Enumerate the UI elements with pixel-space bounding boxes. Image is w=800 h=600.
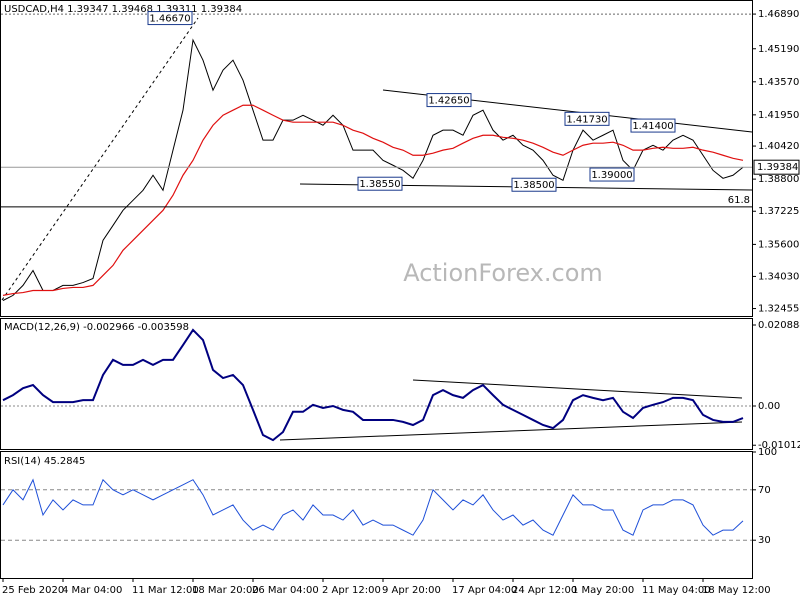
x-tick-label: 4 Mar 04:00 [62,585,122,596]
y-tick-label: 1.35600 [758,239,799,250]
x-tick-label: 18 May 12:00 [702,585,771,596]
y-tick-label: 30 [758,535,771,546]
fib-label: 61.8 [728,195,750,206]
x-tick-label: 11 May 04:00 [642,585,711,596]
x-tick-label: 2 Apr 12:00 [322,585,381,596]
trendline [279,421,743,441]
last-price-label: 1.39384 [757,162,798,173]
annotation-box [511,177,557,192]
annotation-label: 1.42650 [428,96,469,107]
y-tick-label: 1.40420 [758,141,799,152]
x-tick-label: 18 Mar 20:00 [192,585,259,596]
series-line [2,328,744,442]
series-line [2,478,744,536]
price-panel [0,0,753,317]
annotation-box [357,176,403,191]
x-tick-label: 11 Mar 12:00 [132,585,199,596]
y-tick-label: 1.32455 [758,304,799,315]
annotation-box [147,11,193,26]
y-tick-label: 1.41950 [758,110,799,121]
annotation-box [426,93,472,108]
y-tick-label: 1.46890 [758,9,799,20]
watermark: ActionForex.com [403,259,603,287]
series-line [2,104,744,296]
trendline [412,379,743,399]
y-tick-label: 100 [758,447,777,458]
x-tick-label: 25 Feb 2020 [2,585,64,596]
rsi-panel [0,451,753,579]
y-tick-label: 1.43570 [758,77,799,88]
annotation-label: 1.41730 [566,114,607,125]
x-tick-label: 26 Mar 04:00 [252,585,319,596]
annotation-label: 1.38500 [513,180,554,191]
macd-panel [0,318,753,450]
x-tick-label: 9 Apr 20:00 [382,585,441,596]
annotation-box [589,167,635,182]
annotation-label: 1.39000 [591,170,632,181]
annotation-box [630,118,676,133]
annotation-label: 1.38550 [359,179,400,190]
y-tick-label: 1.37225 [758,206,799,217]
y-tick-label: 0.00 [758,401,780,412]
y-tick-label: -0.010121 [758,440,800,451]
x-tick-label: 1 May 20:00 [572,585,634,596]
annotation-label: 1.41400 [632,121,673,132]
y-tick-label: 1.45190 [758,44,799,55]
x-tick-label: 17 Apr 04:00 [452,585,517,596]
panel-title: USDCAD,H4 1.39347 1.39468 1.39311 1.3938… [4,4,242,15]
y-tick-label: 1.34030 [758,271,799,282]
panel-title: RSI(14) 45.2845 [4,456,85,467]
y-tick-label: 70 [758,485,771,496]
annotation-label: 1.46670 [149,14,190,25]
annotation-box [564,111,610,126]
panel-title: MACD(12,26,9) -0.002966 -0.003598 [4,322,189,333]
x-tick-label: 24 Apr 12:00 [512,585,577,596]
y-tick-label: 0.020884 [758,320,800,331]
y-tick-label: 1.38800 [758,174,799,185]
last-price-box [753,159,800,175]
